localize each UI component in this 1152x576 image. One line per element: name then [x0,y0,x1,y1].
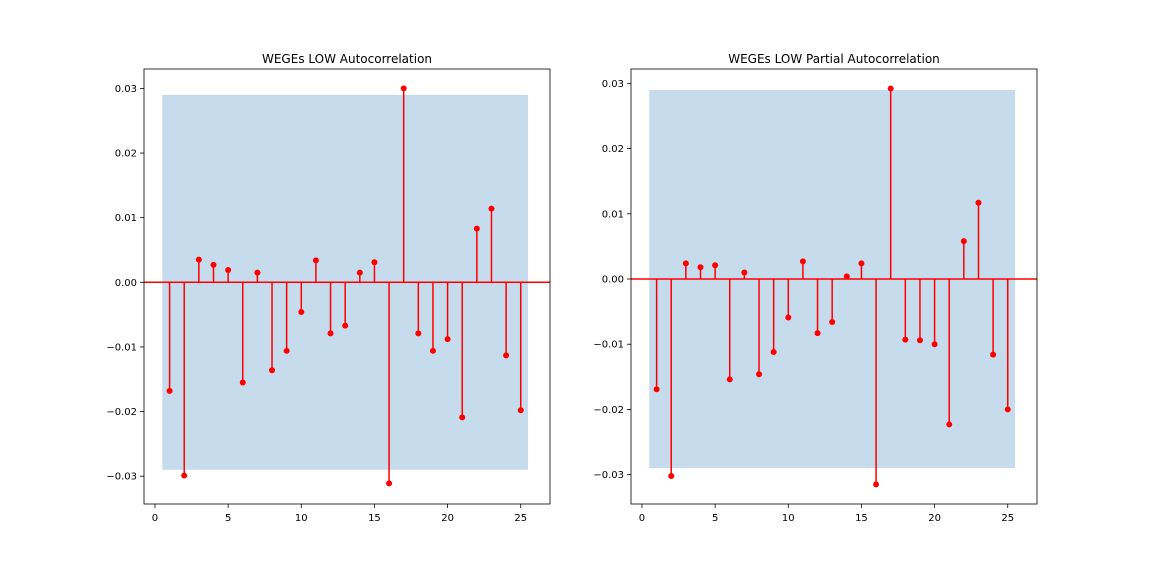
acf-point [327,330,334,337]
pacf-point [931,341,938,348]
acf-ytick-label: −0.02 [106,407,137,418]
pacf-point [843,273,850,280]
acf-axes-frame [143,68,551,505]
pacf-point [697,264,704,271]
pacf-point [712,262,719,269]
acf-point [400,85,407,92]
pacf-ytick-label: −0.02 [593,405,624,416]
acf-point [386,480,393,487]
acf-point [488,205,495,212]
pacf-ytick-label: 0.00 [602,275,624,286]
acf-ytick-label: −0.01 [106,342,137,353]
acf-point [254,269,261,276]
pacf-point [770,349,777,356]
acf-ytick-label: 0.02 [115,149,137,160]
pacf-point [902,336,909,343]
pacf-xtick-label: 5 [712,513,718,524]
pacf-point [916,337,923,344]
pacf-point [682,260,689,267]
acf-xtick-label: 0 [152,513,158,524]
pacf-point [858,260,865,267]
pacf-xtick-label: 15 [855,513,868,524]
acf-point [371,259,378,266]
pacf-point [726,376,733,383]
acf-point [210,261,217,268]
acf-point [312,257,319,264]
pacf-point [946,421,953,428]
pacf-ytick-label: 0.02 [602,144,624,155]
acf-point [225,267,232,274]
pacf-axes-frame [630,68,1038,505]
acf-point [298,309,305,316]
acf-point [283,347,290,354]
acf-xtick-label: 15 [368,513,381,524]
pacf-point [653,386,660,393]
acf-point [195,256,202,263]
pacf-xtick-label: 0 [639,513,645,524]
pacf-point [960,238,967,245]
pacf-point [756,371,763,378]
acf-title: WEGEs LOW Autocorrelation [262,52,432,66]
acf-point [415,330,422,337]
pacf-point [741,269,748,276]
acf-point [473,225,480,232]
pacf-point [1004,406,1011,413]
pacf-xtick-label: 25 [1001,513,1014,524]
acf-point [239,379,246,386]
pacf-point [829,319,836,326]
pacf-title: WEGEs LOW Partial Autocorrelation [728,52,940,66]
acf-point [181,472,188,479]
pacf-point [799,258,806,265]
pacf-ytick-label: 0.03 [602,79,624,90]
acf-xtick-label: 25 [514,513,527,524]
acf-panel: WEGEs LOW Autocorrelation 0 5 10 15 20 25 −0.0… [106,52,551,524]
pacf-ytick-label: −0.03 [593,470,624,481]
pacf-point [668,472,675,479]
acf-xtick-label: 20 [441,513,454,524]
pacf-ytick-label: 0.01 [602,209,624,220]
acf-ytick-label: 0.01 [115,213,137,224]
pacf-point [814,330,821,337]
pacf-point [873,481,880,488]
acf-ytick-label: 0.00 [115,278,137,289]
acf-point [429,347,436,354]
pacf-point [975,199,982,206]
acf-point [269,367,276,374]
pacf-xtick-label: 10 [782,513,795,524]
acf-point [459,414,466,421]
acf-point [356,269,363,276]
acf-point [444,336,451,343]
pacf-point [785,314,792,321]
acf-xtick-label: 5 [225,513,231,524]
acf-point [342,322,349,329]
acf-point [517,407,524,414]
acf-ytick-label: −0.03 [106,472,137,483]
acf-xtick-label: 10 [295,513,308,524]
pacf-ytick-label: −0.01 [593,340,624,351]
pacf-panel: WEGEs LOW Partial Autocorrelation 0 5 10 15… [593,52,1038,524]
acf-ytick-label: 0.03 [115,84,137,95]
acf-point [166,387,173,394]
pacf-point [990,351,997,358]
pacf-point [887,85,894,92]
acf-point [503,352,510,359]
pacf-xtick-label: 20 [928,513,941,524]
